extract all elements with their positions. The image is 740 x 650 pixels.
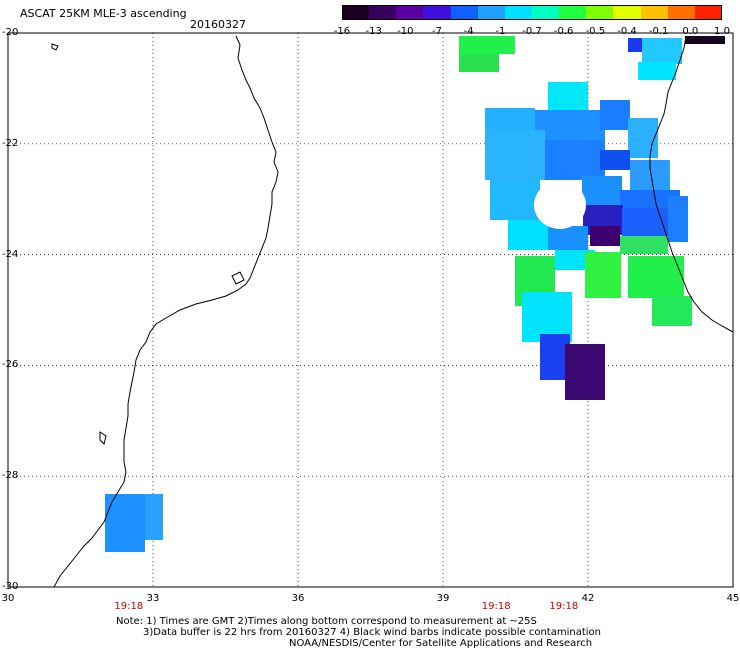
time-label: 19:18 <box>549 601 579 612</box>
wind-cell <box>485 108 535 130</box>
lon-label: 42 <box>581 593 595 604</box>
lat-label: -20 <box>2 27 19 38</box>
time-label: 19:18 <box>481 601 511 612</box>
wind-cell <box>485 130 545 180</box>
wind-cell <box>145 494 163 540</box>
island-coast-2 <box>99 431 107 445</box>
lon-label: 33 <box>146 593 160 604</box>
wind-cell <box>508 220 548 250</box>
lon-label: 30 <box>1 593 15 604</box>
wind-cell <box>105 494 145 552</box>
wind-cell <box>590 226 620 246</box>
lon-label: 39 <box>436 593 450 604</box>
wind-cell <box>459 54 499 72</box>
lon-label: 45 <box>726 593 740 604</box>
wind-cell <box>459 36 515 54</box>
colorbar-segment <box>667 5 696 20</box>
wind-cell <box>638 62 676 80</box>
africa-coastline <box>53 35 279 588</box>
wind-cell <box>548 226 588 250</box>
colorbar-segment <box>504 5 533 20</box>
wind-cell <box>522 292 572 342</box>
island-coast-1 <box>51 43 59 51</box>
wind-cell <box>620 236 668 254</box>
colorbar-label: -7 <box>432 26 442 37</box>
island-coast-3 <box>231 271 245 285</box>
wind-cell <box>582 176 622 206</box>
map-date: 20160327 <box>190 18 246 31</box>
wind-cell <box>535 110 605 140</box>
colorbar-segment <box>396 5 424 20</box>
colorbar-segment <box>694 5 723 20</box>
colorbar-label: -0.6 <box>553 26 574 37</box>
map-title: ASCAT 25KM MLE-3 ascending <box>20 7 187 20</box>
colorbar-segment <box>342 5 370 20</box>
colorbar-segment <box>586 5 614 20</box>
colorbar-label: -10 <box>397 26 414 37</box>
grid-lines <box>7 32 734 588</box>
colorbar-segment <box>613 5 642 20</box>
colorbar-segment <box>423 5 452 20</box>
wind-cell <box>668 196 688 242</box>
wind-cell <box>642 38 682 64</box>
colorbar-segment <box>369 5 397 20</box>
madagascar-coastline <box>649 35 734 333</box>
wind-data-cells <box>105 36 725 552</box>
note-line-2: 3)Data buffer is 22 hrs from 20160327 4)… <box>143 627 601 638</box>
colorbar-label: -16 <box>333 26 351 37</box>
colorbar-label: -4 <box>463 26 474 37</box>
colorbar-frame <box>342 5 722 20</box>
colorbar-label: 0.0 <box>682 26 699 37</box>
lon-label: 36 <box>291 593 305 604</box>
wind-cell <box>685 36 725 44</box>
time-label: 19:18 <box>114 601 144 612</box>
colorbar-label: 1.0 <box>714 26 730 37</box>
colorbar-segment <box>450 5 479 20</box>
note-line-3: NOAA/NESDIS/Center for Satellite Applica… <box>289 638 593 649</box>
colorbar-label: -0.7 <box>522 26 542 37</box>
wind-cell <box>545 140 605 180</box>
wind-cell <box>620 190 680 210</box>
wind-cell <box>548 82 588 112</box>
colorbar-label: -13 <box>365 26 382 37</box>
coastline <box>51 35 734 588</box>
note-line-1: Note: 1) Times are GMT 2)Times along bot… <box>116 616 537 627</box>
colorbar-segment <box>640 5 669 20</box>
lat-label: -26 <box>2 359 19 371</box>
data-gap <box>534 181 586 229</box>
colorbar-label: -0.5 <box>585 26 606 37</box>
wind-cell <box>628 118 658 158</box>
lat-label: -22 <box>2 137 19 149</box>
colorbar-label: -1 <box>495 26 506 37</box>
lat-label: -30 <box>2 581 19 592</box>
wind-cell <box>565 344 605 400</box>
colorbar-segment <box>477 5 506 20</box>
wind-cell <box>652 296 692 326</box>
wind-cell <box>600 150 630 170</box>
wind-cell <box>628 256 684 298</box>
colorbar-label: -0.1 <box>648 26 669 37</box>
wind-cell <box>628 38 642 52</box>
colorbar-segment <box>559 5 587 20</box>
wind-cell <box>490 180 540 220</box>
wind-cell <box>600 100 630 130</box>
colorbar-segment <box>532 5 560 20</box>
wind-cell <box>585 252 621 298</box>
lat-label: -28 <box>2 470 19 482</box>
colorbar-label: -0.4 <box>617 26 637 37</box>
lat-label: -24 <box>2 248 19 260</box>
